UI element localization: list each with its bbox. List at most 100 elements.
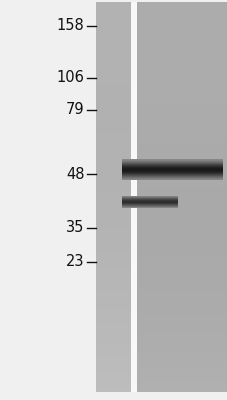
Bar	[121, 203, 177, 204]
Bar	[95, 11, 131, 17]
Bar	[121, 196, 177, 197]
Bar	[136, 197, 227, 202]
Bar	[121, 205, 177, 206]
Bar	[95, 2, 131, 7]
Bar	[121, 206, 177, 207]
Bar	[136, 40, 227, 46]
Bar	[136, 211, 227, 216]
Bar	[136, 236, 227, 241]
Bar	[95, 333, 131, 338]
Bar	[95, 94, 131, 100]
Bar	[136, 70, 227, 75]
Bar	[121, 172, 222, 173]
Bar	[95, 309, 131, 314]
Bar	[95, 99, 131, 104]
Bar	[121, 162, 222, 163]
Bar	[95, 104, 131, 109]
Bar	[95, 270, 131, 275]
Bar	[121, 166, 222, 167]
Bar	[95, 260, 131, 265]
Bar	[121, 199, 177, 200]
Bar	[121, 171, 222, 172]
Bar	[121, 159, 222, 160]
Bar	[95, 221, 131, 226]
Bar	[121, 169, 222, 170]
Bar	[136, 202, 227, 207]
Bar	[136, 245, 227, 251]
Bar	[136, 221, 227, 226]
Bar	[121, 197, 177, 198]
Bar	[136, 2, 227, 7]
Bar	[95, 128, 131, 134]
Bar	[95, 265, 131, 270]
Bar	[121, 205, 177, 206]
Text: 106: 106	[56, 70, 84, 86]
Bar	[136, 240, 227, 246]
Bar	[121, 179, 222, 180]
Bar	[136, 314, 227, 319]
Bar	[121, 196, 177, 197]
Bar	[95, 280, 131, 285]
Bar	[95, 80, 131, 85]
Bar	[95, 153, 131, 158]
Bar	[95, 148, 131, 153]
Bar	[136, 46, 227, 51]
Bar	[121, 164, 222, 165]
Bar	[136, 109, 227, 114]
Bar	[136, 318, 227, 324]
Bar	[95, 358, 131, 363]
Bar	[95, 50, 131, 56]
Bar	[95, 250, 131, 256]
Bar	[136, 387, 227, 392]
Bar	[136, 294, 227, 299]
Bar	[95, 21, 131, 26]
Bar	[136, 358, 227, 363]
Bar	[136, 377, 227, 382]
Bar	[95, 6, 131, 12]
Bar	[136, 158, 227, 163]
Bar	[121, 176, 222, 177]
Bar	[95, 274, 131, 280]
Bar	[136, 36, 227, 41]
Bar	[95, 377, 131, 382]
Bar	[95, 348, 131, 353]
Bar	[136, 94, 227, 100]
Bar	[121, 175, 222, 176]
Bar	[136, 60, 227, 65]
Bar	[136, 84, 227, 90]
Bar	[121, 163, 222, 164]
Bar	[95, 143, 131, 148]
Bar	[136, 21, 227, 26]
Bar	[136, 284, 227, 290]
Bar	[95, 162, 131, 168]
Bar	[121, 199, 177, 200]
Bar	[136, 250, 227, 256]
Bar	[95, 36, 131, 41]
Bar	[121, 203, 177, 204]
Bar	[121, 161, 222, 162]
Bar	[136, 187, 227, 192]
Bar	[95, 216, 131, 221]
Bar	[121, 201, 177, 202]
Bar	[136, 11, 227, 17]
Bar	[95, 240, 131, 246]
Bar	[95, 75, 131, 80]
Bar	[136, 118, 227, 124]
Bar	[121, 206, 177, 207]
Text: 48: 48	[66, 166, 84, 182]
Bar	[136, 177, 227, 182]
Bar	[136, 50, 227, 56]
Bar	[121, 176, 222, 177]
Bar	[136, 124, 227, 129]
Bar	[95, 211, 131, 216]
Bar	[121, 172, 222, 173]
Bar	[136, 114, 227, 119]
Bar	[95, 343, 131, 348]
Bar	[136, 270, 227, 275]
Bar	[121, 204, 177, 205]
Bar	[95, 124, 131, 129]
Bar	[121, 178, 222, 179]
Bar	[136, 26, 227, 31]
Bar	[95, 60, 131, 65]
Bar	[121, 202, 177, 203]
